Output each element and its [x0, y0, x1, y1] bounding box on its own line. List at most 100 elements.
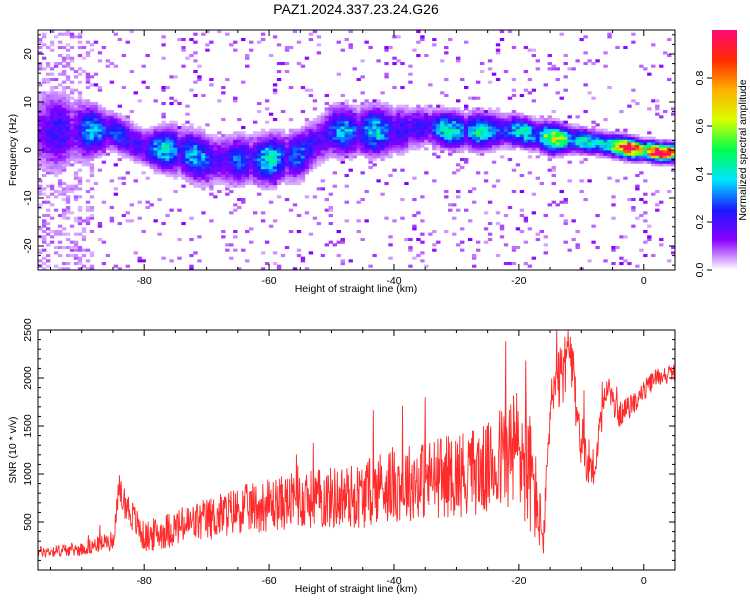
heatmap-cell: [65, 139, 71, 143]
heatmap-cell: [193, 94, 198, 98]
heatmap-cell: [77, 107, 83, 111]
heatmap-cell: [543, 131, 548, 135]
heatmap-cell: [65, 267, 71, 271]
heatmap-cell: [456, 190, 461, 194]
heatmap-cell: [344, 104, 349, 108]
heatmap-cell: [89, 134, 95, 138]
heatmap-cell: [495, 128, 501, 132]
heatmap-cell: [125, 155, 130, 159]
heatmap-cell: [109, 134, 115, 138]
heatmap-cell: [511, 168, 517, 172]
heatmap-cell: [655, 144, 660, 148]
heatmap-cell: [360, 131, 365, 135]
heatmap-cell: [268, 182, 274, 186]
heatmap-cell: [332, 123, 337, 127]
heatmap-cell: [137, 134, 142, 138]
heatmap-cell: [197, 75, 202, 79]
heatmap-cell: [133, 123, 138, 127]
heatmap-cell: [300, 144, 306, 148]
heatmap-cell: [663, 163, 668, 167]
heatmap-cell: [300, 163, 306, 167]
heatmap-cell: [217, 163, 222, 167]
heatmap-cell: [352, 123, 357, 127]
heatmap-cell: [324, 110, 330, 114]
heatmap-cell: [483, 144, 489, 148]
heatmap-cell: [41, 96, 47, 100]
heatmap-cell: [368, 120, 373, 124]
heatmap-cell: [432, 107, 437, 111]
heatmap-cell: [233, 99, 238, 103]
heatmap-cell: [252, 147, 258, 151]
heatmap-cell: [189, 166, 194, 170]
heatmap-cell: [296, 136, 302, 140]
heatmap-cell: [85, 216, 91, 220]
heatmap-cell: [543, 126, 548, 130]
heatmap-cell: [316, 147, 322, 151]
heatmap-cell: [639, 150, 644, 154]
heatmap-cell: [460, 166, 465, 170]
heatmap-cell: [579, 131, 584, 135]
heatmap-cell: [73, 99, 79, 103]
heatmap-cell: [77, 134, 83, 138]
heatmap-cell: [519, 134, 525, 138]
heatmap-cell: [332, 104, 337, 108]
heatmap-cell: [292, 168, 298, 172]
heatmap-cell: [444, 123, 449, 127]
heatmap-cell: [53, 232, 59, 236]
heatmap-cell: [456, 243, 461, 247]
heatmap-cell: [376, 139, 381, 143]
heatmap-cell: [45, 171, 51, 175]
heatmap-cell: [69, 246, 75, 250]
heatmap-cell: [396, 118, 401, 122]
heatmap-cell: [483, 227, 489, 231]
heatmap-cell: [587, 144, 592, 148]
heatmap-cell: [316, 115, 322, 119]
heatmap-cell: [515, 163, 521, 167]
heatmap-cell: [69, 67, 75, 71]
heatmap-cell: [559, 150, 564, 154]
heatmap-cell: [276, 174, 282, 178]
heatmap-cell: [229, 160, 234, 164]
heatmap-cell: [245, 155, 250, 159]
heatmap-cell: [503, 139, 509, 143]
heatmap-cell: [316, 118, 322, 122]
heatmap-cell: [487, 136, 493, 140]
heatmap-cell: [380, 142, 385, 146]
heatmap-cell: [117, 267, 123, 271]
heatmap-cell: [73, 110, 79, 114]
heatmap-cell: [169, 147, 174, 151]
heatmap-cell: [555, 118, 560, 122]
heatmap-cell: [635, 184, 640, 188]
heatmap-cell: [356, 134, 361, 138]
heatmap-cell: [280, 254, 286, 258]
heatmap-cell: [360, 144, 365, 148]
heatmap-cell: [181, 48, 186, 52]
heatmap-cell: [237, 168, 242, 172]
heatmap-cell: [587, 134, 592, 138]
heatmap-cell: [523, 88, 529, 92]
heatmap-cell: [368, 112, 373, 116]
heatmap-cell: [57, 155, 63, 159]
heatmap-cell: [221, 179, 226, 183]
heatmap-cell: [45, 78, 51, 82]
heatmap-cell: [125, 134, 130, 138]
heatmap-cell: [555, 131, 560, 135]
heatmap-cell: [41, 155, 47, 159]
heatmap-cell: [268, 150, 274, 154]
heatmap-cell: [368, 110, 373, 114]
heatmap-cell: [260, 32, 266, 36]
heatmap-cell: [555, 91, 560, 95]
heatmap-cell: [352, 131, 357, 135]
heatmap-cell: [320, 144, 326, 148]
heatmap-cell: [53, 102, 59, 106]
heatmap-cell: [53, 158, 59, 162]
heatmap-cell: [65, 211, 71, 215]
heatmap-cell: [149, 134, 154, 138]
heatmap-cell: [165, 131, 170, 135]
heatmap-cell: [356, 230, 361, 234]
heatmap-cell: [49, 240, 55, 244]
heatmap-cell: [559, 152, 564, 156]
heatmap-cell: [61, 147, 67, 151]
heatmap-cell: [583, 62, 588, 66]
heatmap-cell: [316, 155, 322, 159]
